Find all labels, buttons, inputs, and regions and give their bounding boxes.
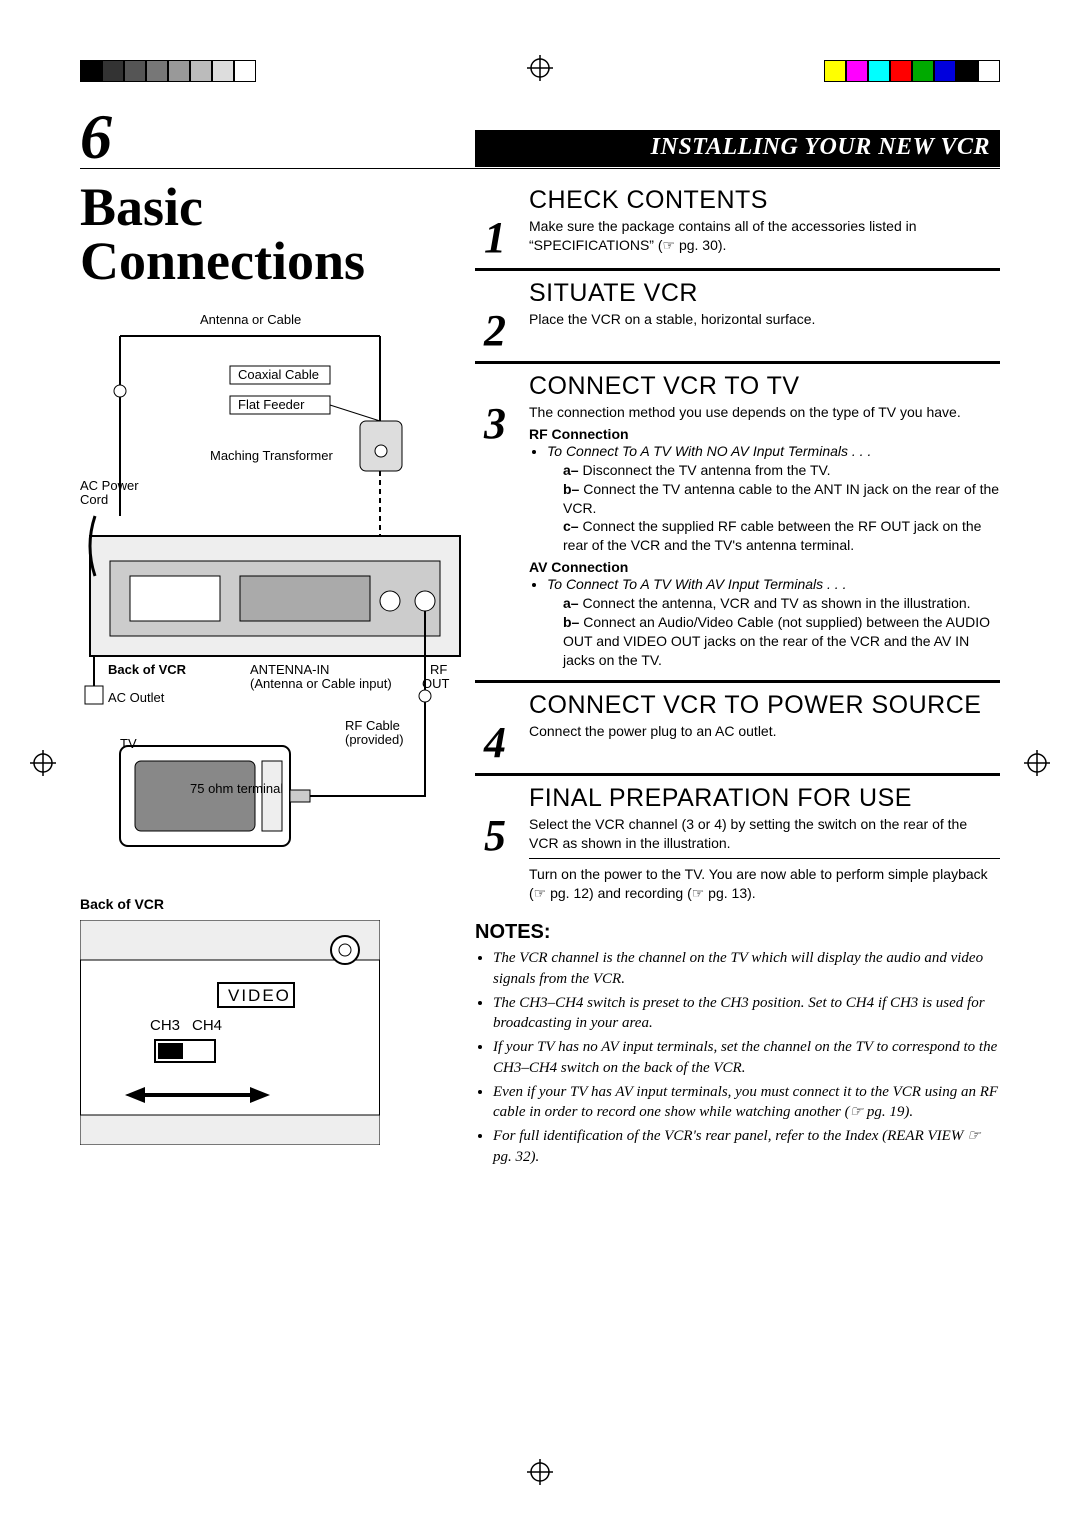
step-4: 4 CONNECT VCR TO POWER SOURCE Connect th… (475, 683, 1000, 765)
label-video: VIDEO (228, 986, 291, 1006)
label-back-of-vcr-2: Back of VCR (80, 896, 470, 912)
rf-lead: To Connect To A TV With NO AV Input Term… (547, 442, 1000, 555)
note-item: Even if your TV has AV input terminals, … (493, 1082, 1000, 1123)
page-title-line2: Connections (80, 234, 470, 288)
note-item: The CH3–CH4 switch is preset to the CH3 … (493, 993, 1000, 1034)
av-a: Connect the antenna, VCR and TV as shown… (582, 595, 970, 611)
av-lead: To Connect To A TV With AV Input Termina… (547, 575, 1000, 669)
label-rf-1: RF (430, 662, 447, 677)
label-antenna-in-1: ANTENNA-IN (250, 662, 329, 677)
step-number: 2 (475, 279, 515, 353)
note-item: For full identification of the VCR's rea… (493, 1126, 1000, 1167)
step-3: 3 CONNECT VCR TO TV The connection metho… (475, 364, 1000, 672)
step-text: Make sure the package contains all of th… (529, 217, 1000, 255)
step-1: 1 CHECK CONTENTS Make sure the package c… (475, 178, 1000, 260)
label-transformer: Maching Transformer (210, 448, 333, 463)
step-number: 4 (475, 691, 515, 765)
switch-diagram: VIDEO CH3 CH4 (80, 920, 380, 1145)
av-lead-text: To Connect To A TV With AV Input Termina… (547, 576, 846, 592)
manual-page: 6 INSTALLING YOUR NEW VCR Basic Connecti… (0, 0, 1080, 1525)
label-back-of-vcr: Back of VCR (108, 662, 186, 677)
step-number: 1 (475, 186, 515, 260)
left-column: Basic Connections (80, 180, 470, 1145)
note-item: The VCR channel is the channel on the TV… (493, 948, 1000, 989)
label-ac-cord-1: AC Power (80, 478, 139, 493)
label-ac-outlet: AC Outlet (108, 690, 164, 705)
step-number: 5 (475, 784, 515, 858)
rf-c: Connect the supplied RF cable between th… (563, 518, 981, 553)
step-text: Select the VCR channel (3 or 4) by setti… (529, 815, 1000, 853)
notes-heading: NOTES: (475, 921, 1000, 944)
step-title: CHECK CONTENTS (529, 186, 1000, 215)
header-rule (80, 168, 1000, 169)
label-75-ohm: 75 ohm terminal (190, 781, 283, 796)
label-rf-cable-1: RF Cable (345, 718, 400, 733)
label-antenna-in-2: (Antenna or Cable input) (250, 676, 392, 691)
section-header: INSTALLING YOUR NEW VCR (475, 130, 1000, 167)
step-text: Place the VCR on a stable, horizontal su… (529, 310, 1000, 329)
step-number: 3 (475, 372, 515, 446)
label-rf-cable-2: (provided) (345, 732, 404, 747)
rf-a: Disconnect the TV antenna from the TV. (582, 462, 830, 478)
label-rf-2: OUT (422, 676, 449, 691)
page-number: 6 (80, 100, 112, 174)
label-flat-feeder: Flat Feeder (238, 397, 304, 412)
connection-diagram: Antenna or Cable Coaxial Cable Flat Feed… (80, 306, 470, 866)
step-text: Connect the power plug to an AC outlet. (529, 722, 1000, 741)
thin-rule (529, 858, 1000, 859)
colorbar-left (80, 60, 256, 82)
rf-b: Connect the TV antenna cable to the ANT … (563, 481, 999, 516)
step-2: 2 SITUATE VCR Place the VCR on a stable,… (475, 271, 1000, 353)
label-ch3: CH3 (150, 1017, 180, 1034)
regmark-bottom (527, 1459, 553, 1485)
regmark-left (30, 750, 56, 776)
right-column: 1 CHECK CONTENTS Make sure the package c… (475, 178, 1000, 1171)
step-title: SITUATE VCR (529, 279, 1000, 308)
av-b: Connect an Audio/Video Cable (not suppli… (563, 614, 990, 668)
note-item: If your TV has no AV input terminals, se… (493, 1037, 1000, 1078)
regmark-top (527, 55, 553, 81)
notes-list: The VCR channel is the channel on the TV… (493, 948, 1000, 1167)
rf-lead-text: To Connect To A TV With NO AV Input Term… (547, 443, 871, 459)
label-ch4: CH4 (192, 1017, 222, 1034)
label-ac-cord-2: Cord (80, 492, 108, 507)
label-antenna-cable: Antenna or Cable (200, 312, 301, 327)
av-connection-label: AV Connection (529, 559, 1000, 575)
step-extra: Turn on the power to the TV. You are now… (529, 865, 1000, 903)
step-title: CONNECT VCR TO TV (529, 372, 1000, 401)
step-text: The connection method you use depends on… (529, 403, 1000, 422)
step-5: 5 FINAL PREPARATION FOR USE Select the V… (475, 776, 1000, 904)
rf-connection-label: RF Connection (529, 426, 1000, 442)
step-title: FINAL PREPARATION FOR USE (529, 784, 1000, 813)
label-coaxial: Coaxial Cable (238, 367, 319, 382)
page-title-line1: Basic (80, 180, 470, 234)
label-tv: TV (120, 736, 137, 751)
colorbar-right (824, 60, 1000, 82)
page-title: Basic Connections (80, 180, 470, 288)
regmark-right (1024, 750, 1050, 776)
step-title: CONNECT VCR TO POWER SOURCE (529, 691, 1000, 720)
